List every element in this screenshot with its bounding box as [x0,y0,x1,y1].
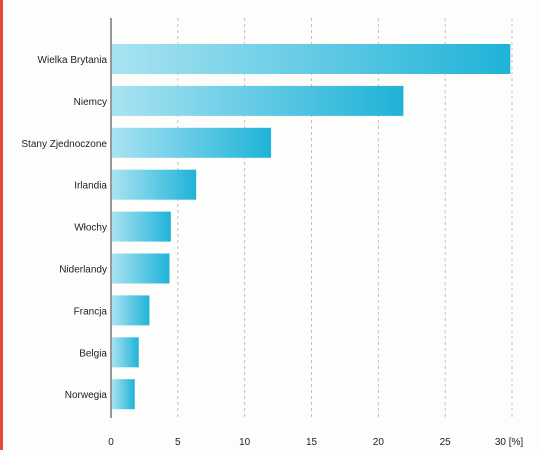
category-label-4: Włochy [74,223,107,234]
category-label-8: Norwegia [65,390,108,401]
bar-2 [112,127,272,158]
bars [112,44,511,410]
grid-lines [110,18,513,418]
x-tick-label-5: 25 [440,437,452,448]
category-label-3: Irlandia [74,181,107,192]
x-tick-label-1: 5 [175,437,181,448]
x-tick-label-6: 30 [%] [495,437,524,448]
bar-3 [112,169,197,200]
bar-8 [112,379,135,410]
bar-4 [112,211,171,242]
bar-7 [112,337,139,368]
x-axis-ticks: 0 5 10 15 20 25 30 [%] [108,437,523,448]
x-tick-label-2: 10 [239,437,251,448]
category-label-7: Belgia [79,348,107,359]
bar-0 [112,44,511,74]
bar-1 [112,85,404,116]
category-labels: Wielka Brytania Niemcy Stany Zjednoczone Ir… [21,55,107,401]
x-tick-label-0: 0 [108,437,114,448]
bar-6 [112,295,150,326]
x-tick-label-4: 20 [373,437,385,448]
category-label-5: Niderlandy [59,265,107,276]
bar-5 [112,253,170,284]
category-label-2: Stany Zjednoczone [21,139,107,150]
x-tick-label-3: 15 [306,437,318,448]
category-label-6: Francja [74,306,108,317]
category-label-1: Niemcy [74,97,107,108]
page-edge-stripe [0,0,3,450]
category-label-0: Wielka Brytania [38,55,108,66]
